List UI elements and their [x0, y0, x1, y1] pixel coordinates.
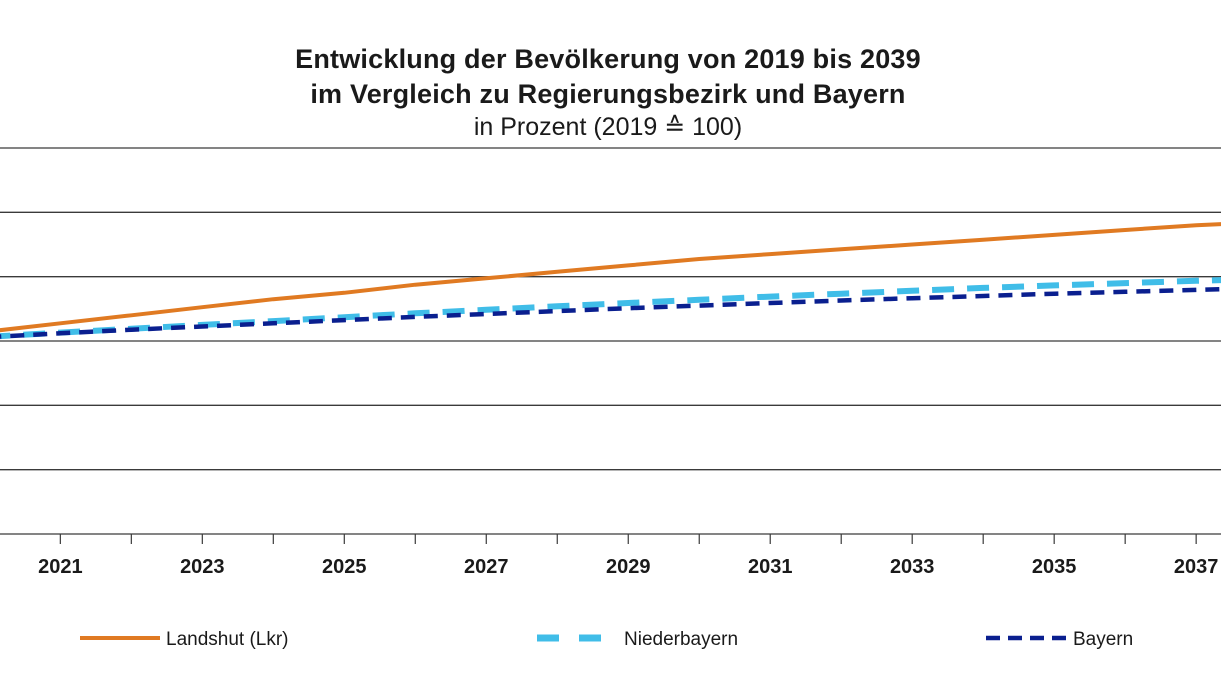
chart-title: Entwicklung der Bevölkerung von 2019 bis…: [295, 44, 921, 74]
x-tick-label: 2021: [38, 556, 83, 578]
chart-subtitle: in Prozent (2019 ≙ 100): [473, 113, 743, 141]
chart-title-line2: im Vergleich zu Regierungsbezirk und Bay…: [310, 79, 906, 109]
series-line-bayern: [0, 286, 1221, 339]
x-tick-label: 2025: [322, 556, 367, 578]
x-tick-label: 2033: [890, 556, 935, 578]
x-tick-label: 2029: [606, 556, 651, 578]
x-tick-label: 2027: [464, 556, 509, 578]
legend-label-niederbayern: Niederbayern: [624, 629, 738, 650]
x-tick-label: 2035: [1032, 556, 1077, 578]
series-line-niederbayern: [0, 277, 1221, 340]
chart-title-block: Entwicklung der Bevölkerung von 2019 bis…: [0, 42, 1216, 142]
series-line-landshut: [0, 222, 1221, 333]
x-tick-label: 2031: [748, 556, 793, 578]
x-tick-label: 2037: [1174, 556, 1219, 578]
x-tick-label: 2023: [180, 556, 225, 578]
legend-label-bayern: Bayern: [1073, 629, 1133, 650]
legend-label-landshut: Landshut (Lkr): [166, 629, 289, 650]
